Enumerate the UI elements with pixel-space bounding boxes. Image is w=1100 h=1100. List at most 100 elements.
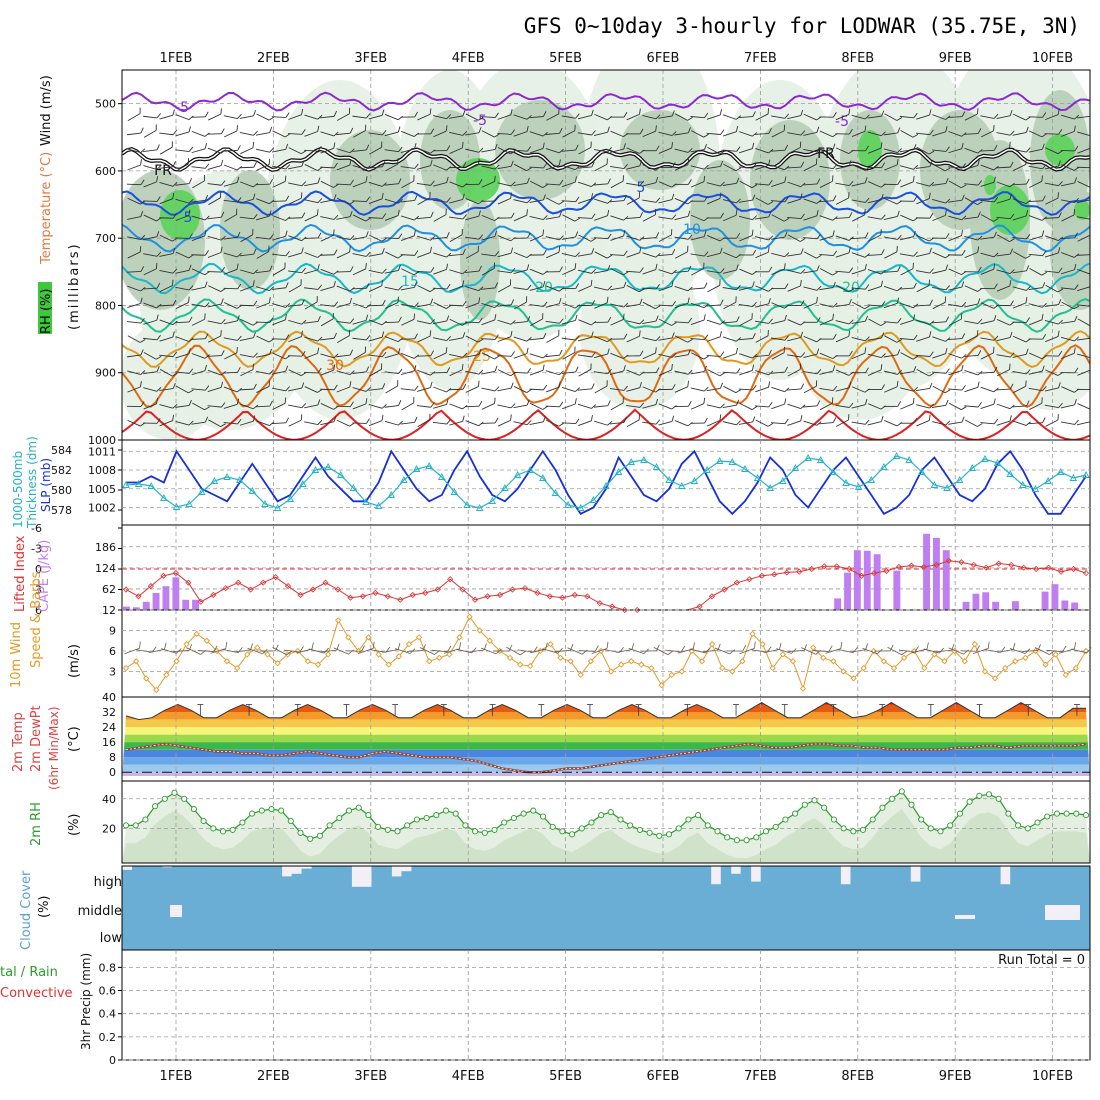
wind-barb-staff	[835, 404, 850, 408]
wind10-barb-staff	[517, 649, 534, 653]
wind-barb-flag	[285, 365, 289, 372]
wind-barb-flag	[204, 143, 208, 149]
wind-barb-flag	[253, 300, 258, 306]
wind-barb-staff	[932, 163, 946, 172]
wind-barb-flag	[848, 414, 850, 420]
wind-barb	[530, 402, 548, 410]
wind-barb	[465, 265, 482, 273]
thickness-marker	[728, 458, 737, 465]
cloud-bar	[391, 876, 402, 892]
wind-barb-flag	[188, 209, 191, 216]
wind-barb-flag	[301, 247, 304, 254]
cape-bar	[933, 537, 940, 610]
wind-barb-flag	[365, 366, 370, 373]
wind-barb-staff	[787, 132, 802, 136]
wind-barb-staff	[465, 420, 479, 427]
wind-barb-staff	[545, 148, 560, 154]
wind-barb-staff	[706, 404, 721, 409]
wind10-barb-staff	[579, 650, 596, 652]
wind-barb	[851, 145, 869, 152]
temp-line	[125, 702, 1086, 721]
wind-barb-flag	[526, 167, 532, 172]
wind-barb-flag	[687, 338, 693, 343]
wind-barb-flag	[1091, 214, 1095, 219]
wind-barb	[931, 316, 950, 324]
wind-barb	[1076, 304, 1090, 307]
isotherm-label: -5	[175, 100, 189, 116]
wind-barb-staff	[1045, 114, 1059, 121]
wind-barb-flag	[993, 366, 998, 373]
wind-barb-staff	[529, 234, 544, 242]
wind10-barb	[481, 647, 502, 655]
wind10-tick-label: 6	[109, 645, 116, 658]
wind-barb-staff	[224, 214, 237, 222]
wind-barb-staff	[368, 132, 383, 136]
li-marker	[559, 594, 566, 601]
cloud-bar	[690, 866, 702, 892]
wind-barb-staff	[336, 197, 350, 205]
wind10-barb-staff	[640, 650, 657, 652]
wind-barb-staff	[465, 386, 479, 393]
wind-barb	[867, 269, 886, 275]
wind-barb	[143, 196, 161, 202]
wind-barb-staff	[239, 403, 254, 410]
wind-barb-flag	[1026, 369, 1031, 375]
wind-barb-staff	[159, 420, 173, 427]
cloud-bar	[341, 866, 352, 892]
wind-barb-staff	[868, 181, 882, 188]
wind-barb-staff	[223, 268, 238, 275]
wind-barb	[690, 365, 707, 375]
wind-barb	[755, 329, 769, 343]
wind-barb	[916, 192, 931, 205]
cloud-bar	[1040, 866, 1051, 892]
cloud-bar	[381, 920, 392, 950]
wind-barb-flag	[735, 347, 738, 354]
wind-barb-flag	[221, 266, 226, 273]
wind-barb	[964, 266, 982, 273]
wind-barb-staff	[754, 132, 769, 135]
wind-barb-staff	[368, 336, 383, 342]
wind-barb	[336, 197, 355, 205]
wind-barb-flag	[285, 216, 291, 221]
wind-barb-staff	[754, 303, 769, 308]
wind10-barb	[1046, 645, 1067, 653]
wind-barb-staff	[1028, 148, 1043, 153]
wind-barb-flag	[333, 142, 336, 149]
wind-barb-staff	[674, 215, 689, 221]
cape-bar	[853, 550, 861, 610]
wind-barb-staff	[883, 302, 898, 309]
wind-barb-flag	[961, 364, 964, 371]
rh2m-marker	[316, 832, 323, 839]
wind-barb-flag	[832, 271, 838, 276]
wind-barb-staff	[433, 130, 447, 138]
wind-barb	[191, 163, 210, 169]
wind-barb-staff	[610, 268, 624, 276]
wind-barb-flag	[945, 115, 951, 120]
wind-barb	[368, 404, 387, 409]
wind-barb-flag	[349, 211, 353, 217]
wind10-barb	[382, 642, 401, 653]
wind-barb-flag	[977, 149, 983, 154]
wind-barb-staff	[417, 113, 431, 121]
li-marker	[970, 561, 977, 568]
wind-barb-staff	[433, 352, 447, 360]
li-marker	[584, 593, 591, 600]
rh2m-area-inner	[122, 809, 1090, 863]
wind-barb-flag	[719, 414, 722, 421]
rh2m-marker	[792, 810, 799, 817]
wind-barb-staff	[352, 253, 367, 257]
thickness-marker	[147, 482, 156, 489]
wind-barb-flag	[655, 284, 660, 290]
wind-barb-staff	[867, 115, 882, 119]
li-marker	[933, 561, 940, 568]
wind-barb-staff	[674, 302, 689, 309]
wind-barb	[996, 193, 1012, 204]
wind10-barb-flag	[865, 643, 869, 650]
rh2m-marker	[190, 806, 197, 813]
wind-barb-flag	[719, 247, 723, 254]
wind-barb	[256, 420, 275, 427]
wind-barb	[513, 232, 531, 239]
wind-barb-staff	[690, 236, 705, 241]
wind-barb	[336, 179, 354, 186]
wind-barb	[706, 129, 725, 135]
